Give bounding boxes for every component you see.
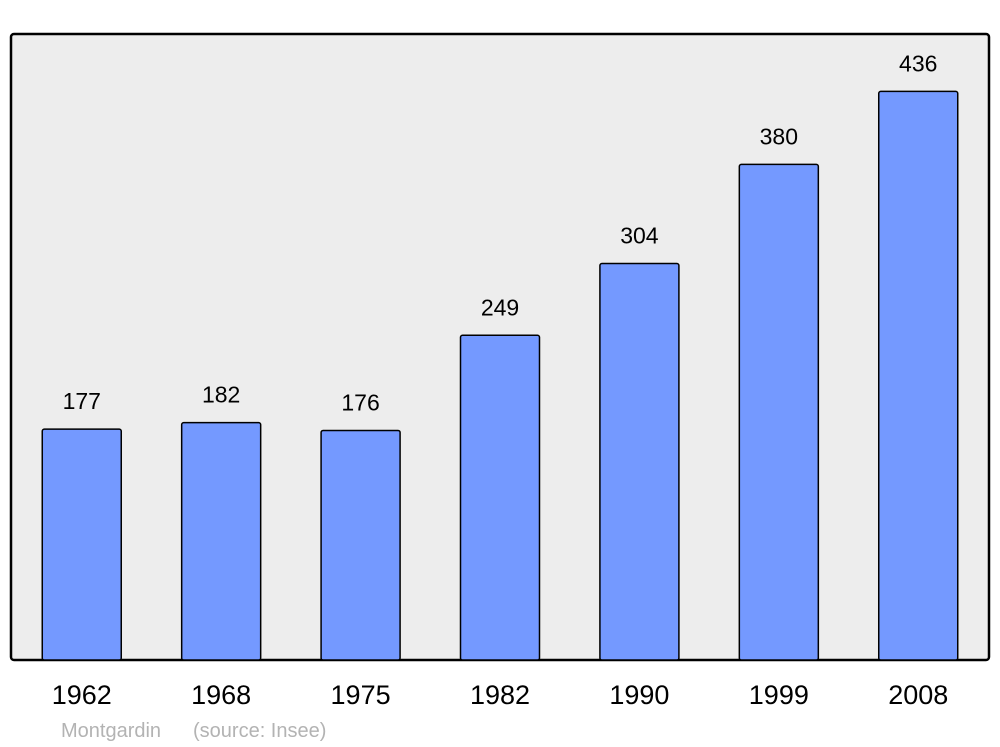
data-label-1999: 380 <box>760 123 798 149</box>
bar-1962 <box>41 428 123 661</box>
x-tick-label-2008: 2008 <box>888 680 948 710</box>
bar-1999 <box>738 163 820 661</box>
caption-place: Montgardin <box>61 720 161 742</box>
x-tick-label-1982: 1982 <box>470 680 530 710</box>
x-tick-label-1962: 1962 <box>52 680 112 710</box>
bar-1982 <box>459 334 541 661</box>
bar-1975 <box>320 429 401 661</box>
data-label-1982: 249 <box>481 294 519 320</box>
x-tick-label-1968: 1968 <box>191 680 251 710</box>
data-label-1975: 176 <box>341 389 379 415</box>
bar-1990 <box>599 262 680 661</box>
x-tick-label-1975: 1975 <box>331 680 391 710</box>
x-tick-label-1990: 1990 <box>609 680 669 710</box>
data-label-1962: 177 <box>63 388 101 414</box>
data-label-1990: 304 <box>620 223 659 249</box>
data-label-2008: 436 <box>899 50 937 76</box>
data-label-1968: 182 <box>202 382 240 408</box>
bar-2008 <box>877 90 959 661</box>
caption-source: (source: Insee) <box>193 720 326 742</box>
x-tick-label-1999: 1999 <box>749 680 809 710</box>
bar-1968 <box>180 421 262 661</box>
